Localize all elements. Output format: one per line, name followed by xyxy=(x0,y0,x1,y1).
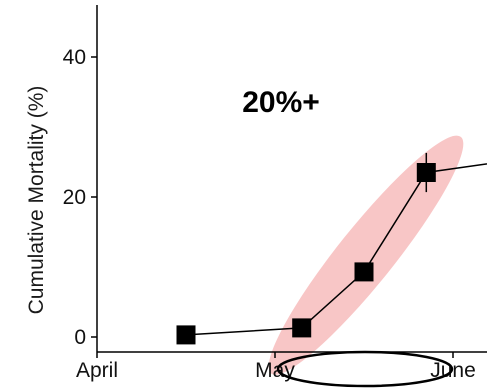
series xyxy=(176,152,487,345)
y-tick-label: 20 xyxy=(63,186,86,209)
y-axis-label: Cumulative Mortality (%) xyxy=(25,86,48,315)
x-tick-label: April xyxy=(76,359,118,382)
data-point xyxy=(354,262,374,282)
y-tick-label: 0 xyxy=(74,326,86,349)
month-emphasis-ellipse xyxy=(276,350,454,388)
data-point xyxy=(176,325,196,345)
highlight-ellipse xyxy=(268,135,464,375)
annotation-label: 20%+ xyxy=(242,86,320,119)
data-point xyxy=(416,163,436,182)
y-tick-label: 40 xyxy=(63,46,86,69)
labels: Cumulative Mortality (%) 20%+ xyxy=(25,86,454,388)
highlight-layer xyxy=(268,135,464,375)
data-point xyxy=(292,318,312,338)
